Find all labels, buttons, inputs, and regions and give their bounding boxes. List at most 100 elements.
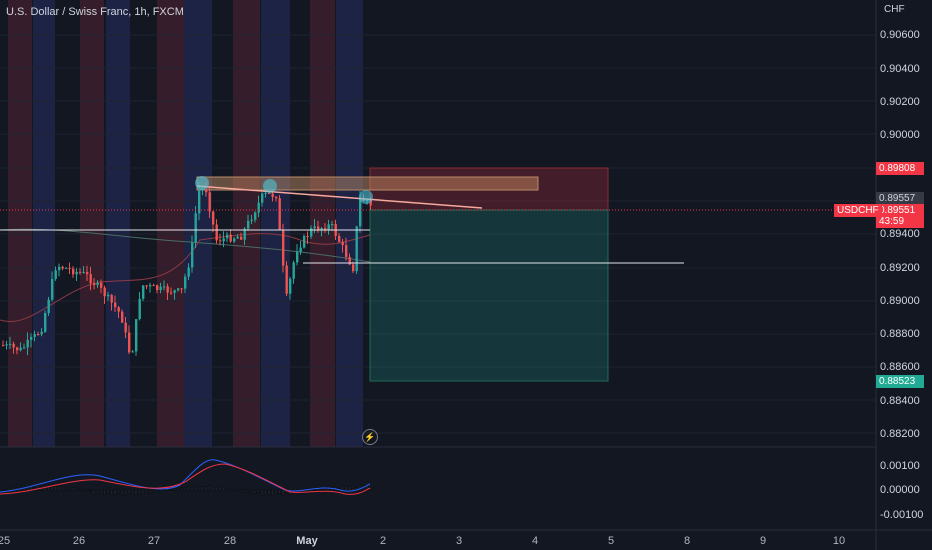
histogram-bar (260, 489, 264, 496)
candle-body (44, 313, 47, 332)
histogram-bar (215, 486, 218, 491)
session-band (157, 0, 184, 447)
session-band (80, 0, 104, 447)
histogram-bar (148, 489, 152, 494)
candle-body (226, 234, 229, 239)
candle-body (23, 347, 26, 349)
candle-body (331, 223, 334, 225)
candle-body (243, 228, 246, 240)
candle-body (9, 343, 12, 345)
candle-body (222, 238, 225, 242)
macd-line (0, 459, 371, 493)
stop-price-badge[interactable]: 0.89808 (876, 162, 924, 175)
price-label: 0.90400 (880, 63, 920, 75)
histogram-bar (173, 487, 176, 491)
candle-body (285, 265, 288, 294)
histogram-bar (344, 486, 348, 491)
candle-body (89, 274, 92, 284)
candle-body (16, 347, 19, 351)
histogram-bar (134, 489, 138, 496)
histogram-bar (68, 489, 71, 491)
candle-body (110, 294, 113, 303)
candle-body (65, 267, 68, 269)
histogram-bar (313, 489, 316, 491)
lightning-icon[interactable]: ⚡ (362, 429, 378, 445)
date-label: 10 (832, 535, 846, 547)
histogram-bar (187, 486, 190, 491)
histogram-bar (5, 489, 8, 491)
candle-body (72, 268, 75, 275)
histogram-bar (204, 486, 208, 491)
candle-body (233, 238, 236, 242)
histogram-bar (152, 489, 155, 493)
histogram-bar (1, 489, 5, 491)
histogram-bar (138, 489, 141, 495)
candle-body (261, 193, 264, 203)
histogram-bar (117, 489, 120, 494)
candle-body (240, 236, 243, 240)
session-band (261, 0, 290, 447)
candle-body (2, 345, 5, 346)
histogram-bar (232, 489, 236, 491)
candle-body (310, 228, 313, 237)
candle-body (128, 332, 131, 353)
chart-title: U.S. Dollar / Swiss Franc, 1h, FXCM (6, 6, 184, 18)
histogram-bar (180, 487, 183, 491)
price-label: 0.89400 (880, 228, 920, 240)
histogram-bar (169, 489, 173, 491)
candle-body (313, 226, 316, 229)
candle-body (107, 294, 110, 297)
candle-body (345, 245, 348, 258)
histogram-bar (229, 488, 232, 491)
candle-body (215, 224, 218, 241)
histogram-bar (54, 486, 57, 491)
histogram-bar (82, 489, 85, 491)
candle-body (359, 198, 362, 227)
histogram-bar (96, 489, 99, 494)
candle-body (257, 202, 260, 213)
candle-body (166, 286, 169, 293)
histogram-bar (201, 486, 204, 491)
level-price-badge[interactable]: 0.89557 (876, 192, 924, 205)
resistance-box[interactable] (196, 176, 539, 191)
histogram-bar (341, 485, 344, 491)
candle-body (79, 271, 82, 273)
candle-body (292, 262, 295, 279)
histogram-bar (106, 489, 110, 494)
candle-body (82, 272, 85, 274)
histogram-bar (57, 485, 61, 491)
trend-line[interactable] (196, 185, 483, 209)
date-label: 3 (455, 535, 463, 547)
bar-countdown: 43:59 (876, 216, 924, 228)
histogram-bar (355, 487, 358, 491)
histogram-bar (176, 488, 180, 491)
session-band (106, 0, 130, 447)
candle-body (142, 285, 145, 299)
candle-body (5, 344, 8, 346)
candle-body (54, 270, 57, 279)
last-price-badge[interactable]: 0.89551 (876, 204, 924, 217)
candle-body (254, 212, 257, 220)
histogram-bar (218, 486, 222, 491)
date-label: 2 (379, 535, 387, 547)
histogram-bar (85, 489, 89, 492)
candle-body (369, 199, 372, 206)
target-price-badge[interactable]: 0.88523 (876, 375, 924, 388)
candle-body (93, 283, 96, 285)
candle-body (191, 242, 194, 268)
candle-body (198, 189, 201, 214)
price-label: 0.89000 (880, 295, 920, 307)
histogram-bar (159, 489, 162, 491)
candle-body (208, 192, 211, 212)
take-profit-zone[interactable] (369, 209, 609, 382)
candle-body (75, 271, 78, 275)
candle-body (236, 236, 239, 239)
histogram-bar (271, 489, 274, 496)
candle-body (131, 351, 134, 353)
candle-body (289, 278, 292, 294)
candle-body (156, 285, 159, 290)
candle-body (229, 234, 232, 242)
top-marker-3 (359, 190, 373, 204)
candle-body (184, 276, 187, 289)
